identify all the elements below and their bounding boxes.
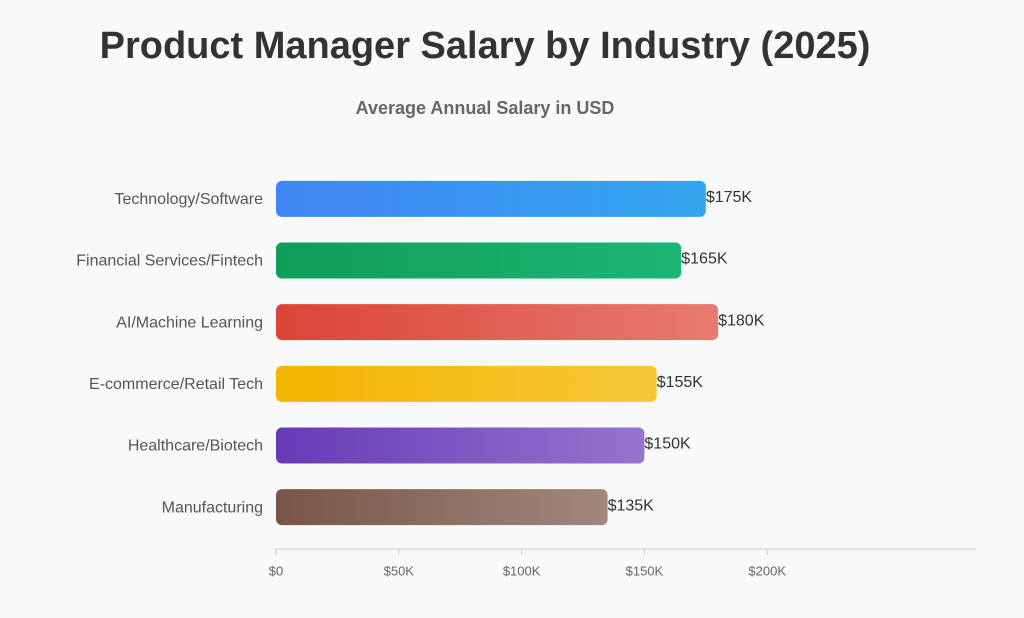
x-tick-label: $150K bbox=[626, 563, 664, 578]
x-tick-label: $50K bbox=[384, 563, 415, 578]
value-label: $180K bbox=[718, 312, 765, 329]
bar bbox=[276, 180, 706, 217]
value-label: $155K bbox=[657, 374, 704, 391]
value-label: $165K bbox=[681, 251, 728, 268]
chart-title: Product Manager Salary by Industry (2025… bbox=[100, 25, 871, 67]
bar bbox=[276, 242, 682, 279]
bar bbox=[276, 427, 645, 464]
value-label: $135K bbox=[608, 497, 655, 514]
y-tick-label: Healthcare/Biotech bbox=[128, 438, 263, 455]
bar bbox=[276, 489, 608, 526]
y-tick-label: E-commerce/Retail Tech bbox=[89, 376, 263, 393]
value-label: $150K bbox=[644, 436, 691, 453]
y-tick-label: Financial Services/Fintech bbox=[76, 253, 263, 270]
chart-subtitle: Average Annual Salary in USD bbox=[356, 98, 615, 118]
value-label: $175K bbox=[706, 189, 753, 206]
bar bbox=[276, 365, 657, 402]
x-tick-label: $100K bbox=[503, 563, 541, 578]
y-tick-label: Technology/Software bbox=[114, 191, 263, 208]
x-tick-label: $0 bbox=[269, 563, 283, 578]
bar bbox=[276, 304, 719, 341]
y-tick-label: AI/Machine Learning bbox=[116, 314, 263, 331]
x-tick-label: $200K bbox=[748, 563, 786, 578]
y-tick-label: Manufacturing bbox=[162, 499, 263, 516]
